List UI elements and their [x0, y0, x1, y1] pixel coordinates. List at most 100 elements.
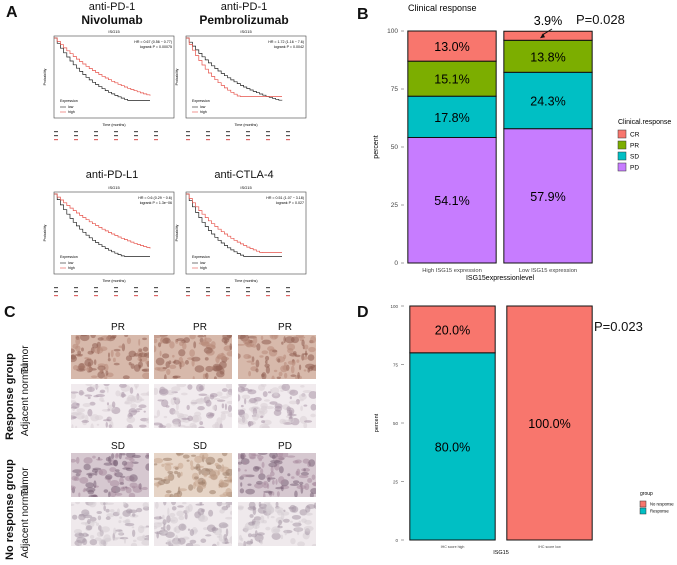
legend-label-no-response: No response [650, 502, 674, 507]
ihc-texture [189, 349, 196, 357]
ihc-texture [191, 356, 201, 362]
km-hr-text: HR = 1.72 (1.16 − 7.6) [268, 40, 304, 44]
ihc-texture [121, 391, 125, 398]
ihc-texture [280, 512, 285, 520]
ihc-texture [71, 348, 75, 354]
ihc-texture [202, 373, 206, 379]
ihc-texture [122, 375, 130, 379]
ihc-texture [310, 413, 316, 418]
ihc-texture [298, 474, 309, 479]
ihc-texture [192, 544, 201, 546]
ihc-texture [256, 343, 261, 351]
ihc-texture [246, 360, 254, 363]
ihc-texture [204, 357, 209, 361]
km-risk-cell [94, 139, 98, 141]
ihc-texture [87, 518, 91, 525]
ihc-texture [138, 352, 148, 358]
x-tick-label: IHC score low [538, 545, 561, 549]
ihc-texture [178, 349, 186, 357]
km-legend-title: Expression [60, 255, 78, 259]
ihc-texture [229, 510, 232, 515]
bar-value-label-outside: 3.9% [534, 14, 563, 28]
ihc-texture [194, 365, 205, 373]
ihc-texture [289, 396, 292, 400]
ihc-background [71, 335, 149, 379]
km-risk-cell [74, 131, 78, 133]
legend-title: group [640, 491, 653, 497]
ihc-texture [84, 394, 93, 397]
ihc-texture [243, 461, 247, 465]
km-risk-cell [54, 139, 58, 141]
ihc-texture [105, 502, 115, 505]
ihc-texture [239, 476, 244, 480]
ihc-texture [174, 467, 179, 470]
ihc-texture [143, 410, 146, 413]
km-risk-cell [54, 135, 58, 137]
ihc-texture [132, 461, 139, 464]
ihc-texture [196, 384, 204, 392]
ihc-texture [298, 364, 302, 371]
ihc-texture [305, 363, 315, 369]
ihc-texture [185, 542, 194, 546]
ihc-texture [277, 358, 281, 363]
ihc-texture [138, 338, 141, 346]
ihc-texture [219, 423, 223, 428]
ihc-texture [265, 526, 271, 531]
ihc-texture [71, 424, 74, 428]
ihc-texture [159, 531, 169, 534]
ihc-texture [78, 362, 85, 371]
ihc-texture [238, 394, 241, 402]
ihc-tissue-image [71, 335, 149, 379]
ihc-texture [208, 475, 214, 479]
ihc-texture [254, 466, 261, 470]
ihc-texture [115, 469, 120, 473]
km-plot-1: ISG15 HR = 0.67 (0.56 − 0.77)logrank P = … [43, 29, 175, 141]
ihc-texture [256, 532, 265, 536]
ihc-texture [124, 400, 130, 405]
ihc-texture [72, 364, 79, 371]
ihc-texture [280, 534, 284, 540]
ihc-texture [87, 408, 93, 417]
ihc-texture [90, 414, 100, 422]
ihc-texture [126, 337, 132, 345]
ihc-texture [220, 412, 226, 421]
bar-value-label: 13.0% [434, 40, 469, 54]
ihc-texture [121, 343, 126, 352]
ihc-texture [216, 535, 221, 538]
ihc-texture [113, 348, 121, 352]
stacked-bar-chart-response-group: group percent ISG15 0 25 50 75 100 IHC score hig… [374, 305, 674, 556]
km-risk-cell [134, 131, 138, 133]
ihc-texture [304, 519, 312, 525]
ihc-texture [135, 385, 138, 390]
ihc-tissue-image [154, 335, 232, 379]
ihc-texture [113, 362, 120, 366]
ihc-texture [272, 491, 275, 496]
ihc-texture [247, 389, 257, 395]
ihc-texture [158, 388, 169, 396]
ihc-texture [112, 357, 116, 363]
ihc-texture [162, 519, 167, 526]
ihc-texture [252, 412, 259, 421]
ihc-texture [176, 384, 187, 388]
ihc-texture [195, 398, 206, 405]
ihc-texture [209, 392, 218, 398]
ihc-texture [98, 525, 102, 531]
ihc-texture [296, 359, 300, 363]
ihc-texture [240, 454, 245, 460]
ihc-texture [302, 390, 312, 394]
ihc-col-label-6: PD [278, 441, 292, 452]
y-tick-label: 50 [393, 421, 399, 426]
ihc-texture [244, 529, 248, 533]
y-tick-label: 75 [393, 363, 399, 368]
ihc-texture [132, 395, 143, 403]
ihc-texture [264, 360, 268, 365]
legend-key-pr [617, 140, 627, 150]
ihc-col-label-3: PR [278, 322, 292, 333]
ihc-texture [178, 515, 185, 521]
km-risk-cell [266, 131, 270, 133]
ihc-texture [96, 531, 104, 537]
ihc-texture [257, 455, 264, 460]
ihc-texture [280, 389, 284, 392]
ihc-texture [305, 505, 311, 513]
ihc-texture [221, 388, 228, 392]
